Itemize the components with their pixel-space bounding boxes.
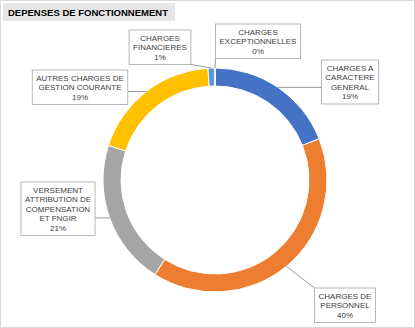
label-line: CHARGES A bbox=[327, 64, 374, 73]
value-label: 0% bbox=[252, 47, 264, 56]
label-callout: CHARGESFINANCIERES1% bbox=[129, 30, 211, 68]
label-box bbox=[21, 182, 95, 236]
slice bbox=[215, 68, 216, 86]
label-callout: VERSEMENTATTRIBUTION DECOMPENSATIONET FN… bbox=[21, 182, 110, 236]
label-callout: AUTRES CHARGES DEGESTION COURANTE19% bbox=[32, 70, 146, 105]
category-label: AUTRES CHARGES DEGESTION COURANTE bbox=[36, 74, 124, 93]
label-line: EXCEPTIONNELLES bbox=[220, 37, 297, 46]
label-line: COMPENSATION bbox=[26, 205, 91, 214]
category-label: CHARGESFINANCIERES bbox=[133, 34, 187, 53]
slice bbox=[103, 145, 165, 274]
leader-line bbox=[215, 59, 217, 69]
label-callout: CHARGES DEPERSONNEL40% bbox=[286, 266, 375, 322]
title-group: DEPENSES DE FONCTIONNEMENT bbox=[3, 3, 175, 21]
title: DEPENSES DE FONCTIONNEMENT bbox=[8, 7, 168, 18]
chart: DEPENSES DE FONCTIONNEMENT CHARGES ACARAC… bbox=[0, 0, 415, 328]
label-line: CARACTERE bbox=[325, 73, 374, 82]
label-line: PERSONNEL bbox=[320, 301, 370, 310]
label-callout: CHARGESEXCEPTIONNELLES0% bbox=[215, 24, 300, 68]
slice bbox=[155, 139, 327, 292]
label-line: VERSEMENT bbox=[33, 186, 83, 195]
label-box bbox=[129, 30, 191, 65]
slices bbox=[103, 68, 327, 292]
value-label: 1% bbox=[154, 53, 166, 62]
value-label: 19% bbox=[72, 93, 88, 102]
label-line: GESTION COURANTE bbox=[38, 83, 121, 92]
label-line: AUTRES CHARGES DE bbox=[36, 74, 124, 83]
leader-line bbox=[95, 217, 110, 218]
data-labels: CHARGES ACARACTEREGENERAL19%CHARGES DEPE… bbox=[21, 24, 379, 323]
label-line: CHARGES DE bbox=[319, 292, 372, 301]
label-line: ATTRIBUTION DE bbox=[25, 195, 91, 204]
value-label: 19% bbox=[342, 92, 358, 101]
label-box bbox=[216, 24, 301, 59]
label-box bbox=[321, 60, 378, 104]
slice bbox=[215, 68, 319, 145]
label-box bbox=[315, 288, 376, 323]
leader-line bbox=[191, 65, 212, 69]
label-box bbox=[32, 70, 128, 105]
category-label: CHARGES DEPERSONNEL bbox=[319, 292, 372, 311]
category-label: CHARGES ACARACTEREGENERAL bbox=[325, 64, 374, 92]
value-label: 21% bbox=[50, 224, 66, 233]
slice bbox=[208, 68, 215, 86]
category-label: CHARGESEXCEPTIONNELLES bbox=[220, 28, 297, 47]
leader-line bbox=[128, 91, 147, 92]
chart-frame bbox=[1, 1, 415, 328]
label-line: CHARGES bbox=[140, 34, 180, 43]
title-box bbox=[3, 3, 175, 21]
label-line: CHARGES bbox=[238, 28, 278, 37]
leader-line bbox=[286, 266, 314, 288]
label-line: FINANCIERES bbox=[133, 43, 187, 52]
value-label: 40% bbox=[337, 311, 353, 320]
leader-line bbox=[278, 87, 321, 88]
label-line: ET FNGIR bbox=[39, 214, 76, 223]
label-callout: CHARGES ACARACTEREGENERAL19% bbox=[278, 60, 379, 104]
category-label: VERSEMENTATTRIBUTION DECOMPENSATIONET FN… bbox=[25, 186, 91, 224]
label-line: GENERAL bbox=[331, 83, 370, 92]
